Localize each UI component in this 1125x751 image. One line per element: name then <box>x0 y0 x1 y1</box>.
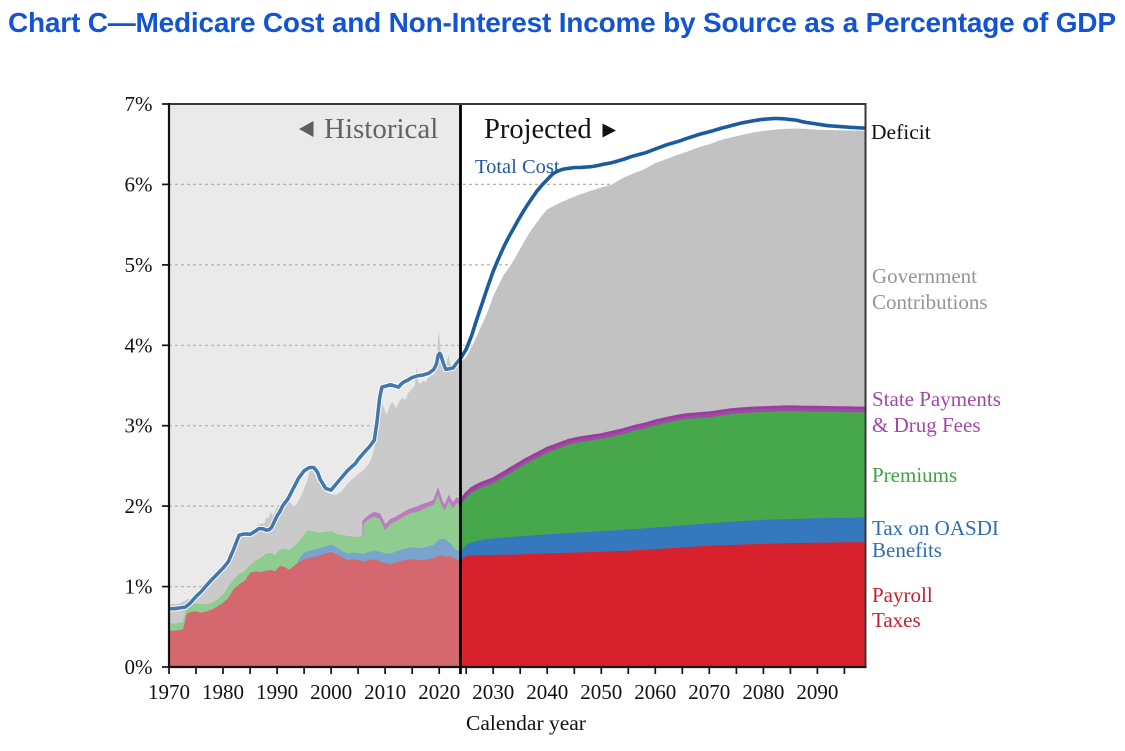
svg-text:Taxes: Taxes <box>872 608 921 632</box>
svg-text:Projected: Projected <box>484 114 592 145</box>
svg-text:State Payments: State Payments <box>872 387 1001 411</box>
svg-text:2070: 2070 <box>688 680 730 704</box>
svg-text:2020: 2020 <box>418 680 460 704</box>
svg-text:2080: 2080 <box>742 680 784 704</box>
svg-text:Contributions: Contributions <box>872 290 988 314</box>
svg-text:2030: 2030 <box>472 680 514 704</box>
svg-text:Benefits: Benefits <box>872 538 942 562</box>
svg-text:Calendar year: Calendar year <box>466 711 586 735</box>
svg-text:2090: 2090 <box>796 680 838 704</box>
svg-text:Total Cost: Total Cost <box>475 156 560 178</box>
svg-text:2010: 2010 <box>364 680 406 704</box>
svg-text:2040: 2040 <box>526 680 568 704</box>
svg-text:2060: 2060 <box>634 680 676 704</box>
svg-text:Tax on OASDI: Tax on OASDI <box>872 516 999 540</box>
svg-text:5%: 5% <box>125 253 153 277</box>
svg-text:Deficit: Deficit <box>871 120 931 144</box>
svg-text:2%: 2% <box>125 494 153 518</box>
svg-text:6%: 6% <box>125 172 153 196</box>
svg-text:& Drug Fees: & Drug Fees <box>872 413 981 437</box>
svg-text:1980: 1980 <box>202 680 244 704</box>
svg-text:0%: 0% <box>125 655 153 679</box>
svg-text:Payroll: Payroll <box>872 583 933 607</box>
svg-text:Historical: Historical <box>324 113 438 145</box>
svg-text:1970: 1970 <box>148 680 190 704</box>
svg-text:2050: 2050 <box>580 680 622 704</box>
svg-text:3%: 3% <box>125 414 153 438</box>
svg-text:4%: 4% <box>125 333 153 357</box>
svg-text:Premiums: Premiums <box>872 463 957 487</box>
svg-text:7%: 7% <box>125 92 153 116</box>
svg-text:2000: 2000 <box>310 680 352 704</box>
svg-text:Government: Government <box>872 264 977 288</box>
svg-text:1990: 1990 <box>256 680 298 704</box>
svg-text:1%: 1% <box>125 575 153 599</box>
